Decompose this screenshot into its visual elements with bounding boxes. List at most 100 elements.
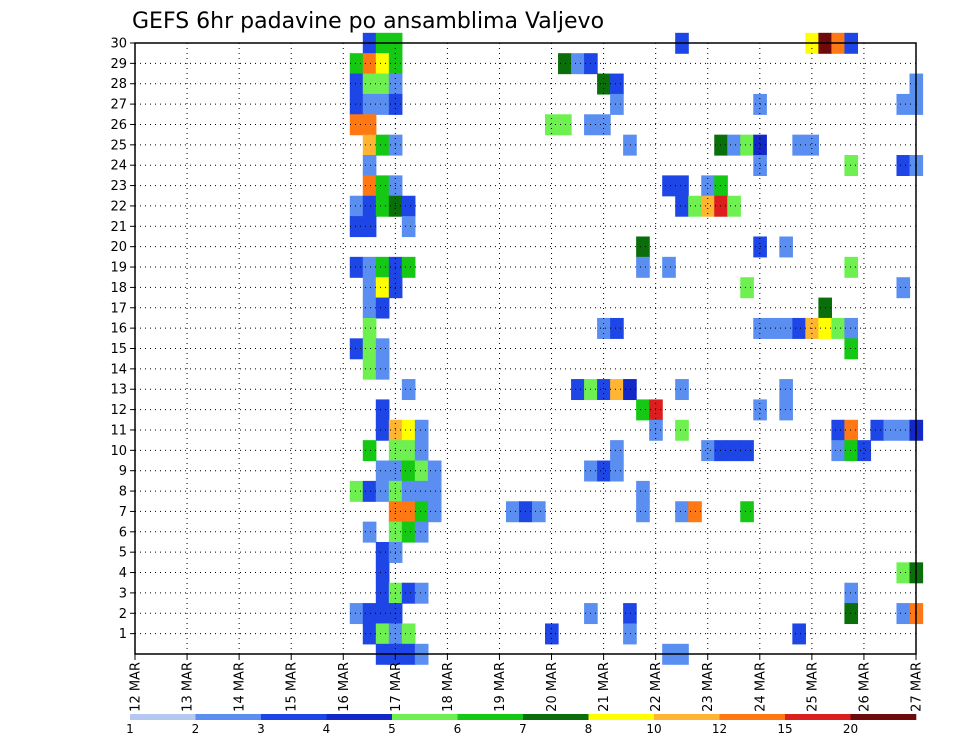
x-tick-label: 12 MAR	[129, 662, 144, 712]
heatmap-cell	[362, 256, 377, 278]
heatmap-cell	[349, 338, 364, 360]
heatmap-cell	[375, 338, 390, 360]
heatmap-cell	[636, 501, 650, 523]
heatmap-cell	[662, 256, 676, 278]
heatmap-cell	[792, 134, 806, 156]
heatmap-cell	[610, 460, 624, 482]
y-tick-label: 29	[110, 57, 127, 72]
heatmap-cell	[740, 134, 754, 156]
heatmap-cell	[414, 419, 429, 441]
heatmap-cell	[571, 53, 585, 75]
y-tick-label: 12	[110, 403, 127, 418]
heatmap-cell	[401, 460, 416, 482]
x-tick-label: 19 MAR	[493, 662, 508, 712]
colorbar-swatch	[130, 714, 196, 720]
heatmap-cell	[414, 501, 429, 523]
heatmap-cell	[727, 134, 741, 156]
heatmap-cell	[362, 480, 377, 502]
heatmap-cell	[375, 175, 390, 197]
heatmap-cell	[414, 440, 429, 462]
heatmap-cell	[401, 521, 416, 543]
heatmap-cell	[414, 480, 429, 502]
heatmap-cell	[362, 216, 377, 238]
y-tick-label: 21	[110, 220, 127, 235]
heatmap-cell	[414, 460, 429, 482]
heatmap-cell	[662, 175, 676, 197]
heatmap-cell	[375, 399, 390, 421]
x-tick-label: 16 MAR	[337, 662, 352, 712]
heatmap-cell	[766, 317, 780, 339]
x-tick-label: 13 MAR	[181, 662, 196, 712]
heatmap-cell	[375, 358, 390, 380]
heatmap-cell	[558, 53, 572, 75]
colorbar-swatch	[523, 714, 589, 720]
heatmap-cell	[740, 277, 754, 299]
heatmap-cell	[349, 53, 364, 75]
heatmap-cell	[844, 603, 859, 625]
heatmap-cell	[362, 317, 377, 339]
colorbar-swatch	[326, 714, 393, 720]
heatmap-cell	[349, 216, 364, 238]
heatmap-cell	[349, 480, 364, 502]
heatmap-cell	[714, 134, 728, 156]
heatmap-cell	[362, 277, 377, 299]
heatmap-cell	[362, 73, 377, 95]
heatmap-cell	[362, 114, 377, 136]
colorbar-swatch	[195, 714, 262, 720]
heatmap-cell	[349, 256, 364, 278]
heatmap-cell	[362, 297, 377, 319]
y-tick-label: 7	[119, 505, 127, 520]
heatmap-cell	[792, 623, 806, 645]
heatmap-cell	[896, 93, 911, 115]
heatmap-cell	[740, 501, 754, 523]
heatmap-cell	[896, 155, 911, 176]
heatmap-cell	[362, 93, 377, 115]
y-tick-label: 16	[110, 322, 127, 337]
heatmap-cell	[675, 195, 689, 217]
colorbar-swatch	[654, 714, 720, 720]
y-tick-label: 24	[110, 159, 127, 174]
y-tick-label: 14	[110, 362, 127, 377]
heatmap-cell	[414, 582, 429, 604]
heatmap-cell	[831, 440, 846, 462]
y-tick-label: 3	[119, 586, 127, 601]
heatmap-cell	[870, 419, 885, 441]
heatmap-cell	[610, 440, 624, 462]
colorbar-label: 12	[712, 722, 727, 736]
y-tick-label: 17	[110, 301, 127, 316]
heatmap-cell	[623, 134, 637, 156]
heatmap-cell	[779, 399, 793, 421]
y-tick-label: 6	[119, 525, 127, 540]
heatmap-cell	[623, 623, 637, 645]
heatmap-cell	[375, 277, 390, 299]
heatmap-cell	[727, 440, 741, 462]
colorbar-swatch	[261, 714, 327, 720]
heatmap-cell	[362, 521, 377, 543]
heatmap-cell	[349, 93, 364, 115]
heatmap-cell	[362, 623, 377, 645]
heatmap-cell	[779, 317, 793, 339]
y-tick-label: 26	[110, 118, 127, 133]
heatmap-cell	[844, 155, 859, 176]
y-tick-label: 30	[110, 37, 127, 52]
heatmap-cell	[375, 562, 390, 584]
heatmap-cell	[636, 236, 650, 258]
y-tick-label: 8	[119, 485, 127, 500]
heatmap-cell	[610, 93, 624, 115]
heatmap-cell	[844, 338, 859, 360]
colorbar-swatch	[392, 714, 458, 720]
heatmap-cell	[427, 480, 442, 502]
colorbar-label: 1	[126, 722, 134, 736]
heatmap-cell	[740, 440, 754, 462]
heatmap-cell	[401, 256, 416, 278]
heatmap-cell	[362, 155, 377, 176]
x-tick-label: 21 MAR	[597, 662, 612, 712]
heatmap-cell	[375, 480, 390, 502]
heatmap-cell	[779, 236, 793, 258]
heatmap-cell	[427, 460, 442, 482]
heatmap-cell	[844, 317, 859, 339]
heatmap-cell	[401, 216, 416, 238]
heatmap-cell	[349, 195, 364, 217]
colorbar-label: 5	[388, 722, 396, 736]
heatmap-cell	[362, 53, 377, 75]
